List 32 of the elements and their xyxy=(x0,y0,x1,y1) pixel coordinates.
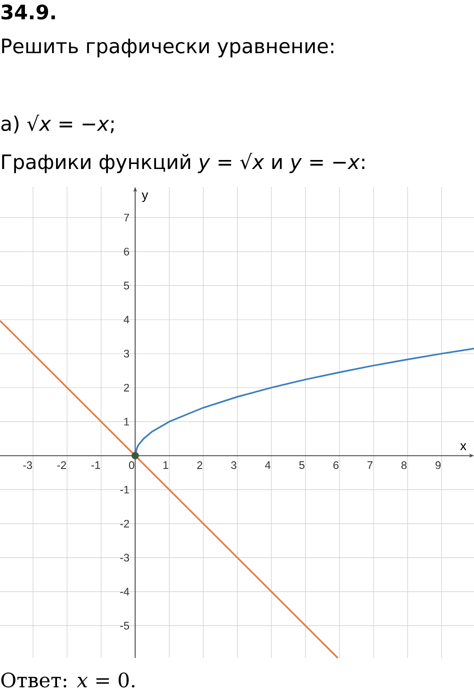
x-tick-label: -3 xyxy=(23,461,32,470)
x-tick-label: -2 xyxy=(57,461,66,469)
y-tick-label: -1 xyxy=(120,486,130,494)
y-tick-label: -2 xyxy=(120,520,129,528)
x-tick-label: 7 xyxy=(367,461,372,469)
y-tick-label: 7 xyxy=(124,214,129,222)
text: Ответ: x = 0. xyxy=(1,672,134,688)
y-tick-label: 1 xyxy=(124,418,130,426)
y-tick-label: -3 xyxy=(120,554,130,562)
text: а) √x = −x; xyxy=(1,114,114,134)
y-tick-label: 4 xyxy=(124,316,130,324)
y-tick-label: 6 xyxy=(124,248,130,256)
x-tick-label: 6 xyxy=(333,461,338,470)
y-tick-label: 5 xyxy=(124,282,130,290)
x-tick-label: 3 xyxy=(231,461,236,470)
x-tick-label: 5 xyxy=(299,461,304,469)
x-tick-label: 0 xyxy=(128,461,134,470)
x-axis-title: x xyxy=(460,443,466,450)
y-axis-title: y xyxy=(142,192,148,202)
x-tick-label: 4 xyxy=(265,461,271,469)
x-tick-label: 1 xyxy=(163,461,168,469)
x-tick-label: -1 xyxy=(91,461,100,469)
x-tick-label: 2 xyxy=(197,461,202,469)
y-tick-label: -5 xyxy=(120,622,130,630)
chart-subtitle: Решить графически уравнение: xyxy=(2,38,334,58)
y-tick-label: 3 xyxy=(124,350,130,358)
x-tick-label: 8 xyxy=(401,461,407,470)
y-tick-label: -4 xyxy=(120,588,130,596)
y-tick-label: 2 xyxy=(124,384,129,392)
text: Графики функций y = √x и y = −x: xyxy=(2,152,364,174)
x-tick-label: 9 xyxy=(436,461,441,470)
chart-title: 34.9. xyxy=(2,4,55,20)
